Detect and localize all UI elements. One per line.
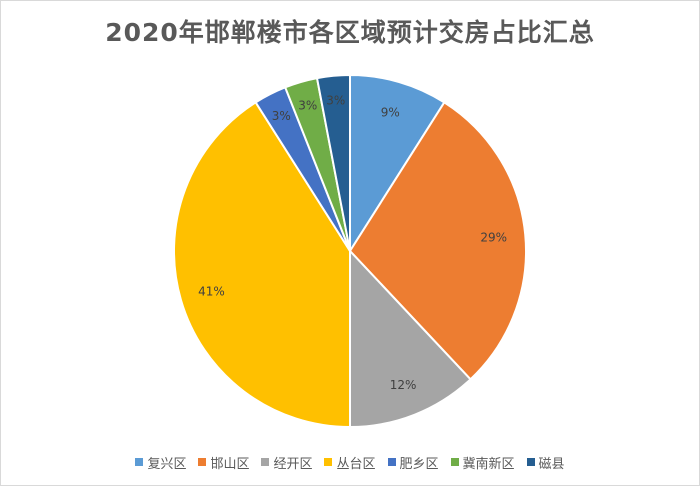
legend-swatch [526, 458, 535, 466]
legend-swatch [324, 458, 333, 466]
legend-item-4: 肥乡区 [387, 453, 439, 472]
legend-item-5: 冀南新区 [450, 453, 515, 472]
legend-label: 磁县 [538, 456, 565, 472]
slice-data-label-3: 41% [198, 284, 225, 298]
legend-item-1: 邯山区 [198, 453, 249, 472]
legend-label: 丛台区 [336, 456, 376, 472]
chart-title: 2020年邯郸楼市各区域预计交房占比汇总 [105, 18, 595, 47]
pie-slice-0 [349, 73, 446, 255]
legend-item-6: 磁县 [526, 453, 565, 472]
legend-label: 邯山区 [210, 456, 250, 472]
pie-slice-6 [315, 73, 351, 252]
slice-data-label-2: 12% [390, 378, 417, 392]
legend-label: 肥乡区 [399, 456, 439, 472]
slice-data-label-0: 9% [381, 105, 400, 119]
legend-swatch [261, 458, 270, 466]
legend-swatch [198, 458, 207, 466]
legend-swatch [450, 458, 459, 466]
legend-item-2: 经开区 [261, 453, 312, 472]
legend-label: 经开区 [273, 456, 313, 472]
pie-slice-1 [348, 101, 527, 381]
legend-item-0: 复兴区 [135, 453, 186, 472]
slice-data-label-6: 3% [326, 93, 345, 107]
slice-data-label-4: 3% [272, 109, 291, 123]
pie-slice-2 [349, 248, 472, 429]
slice-data-label-1: 29% [480, 230, 507, 244]
legend-label: 复兴区 [147, 456, 187, 472]
legend-item-3: 丛台区 [324, 453, 376, 472]
chart-legend: 复兴区 邯山区 经开区 丛台区 肥乡区 冀南新区 磁县 [1, 452, 699, 472]
legend-swatch [387, 458, 396, 466]
legend-swatch [135, 458, 144, 466]
legend-label: 冀南新区 [462, 456, 515, 472]
slice-data-label-5: 3% [298, 99, 317, 113]
